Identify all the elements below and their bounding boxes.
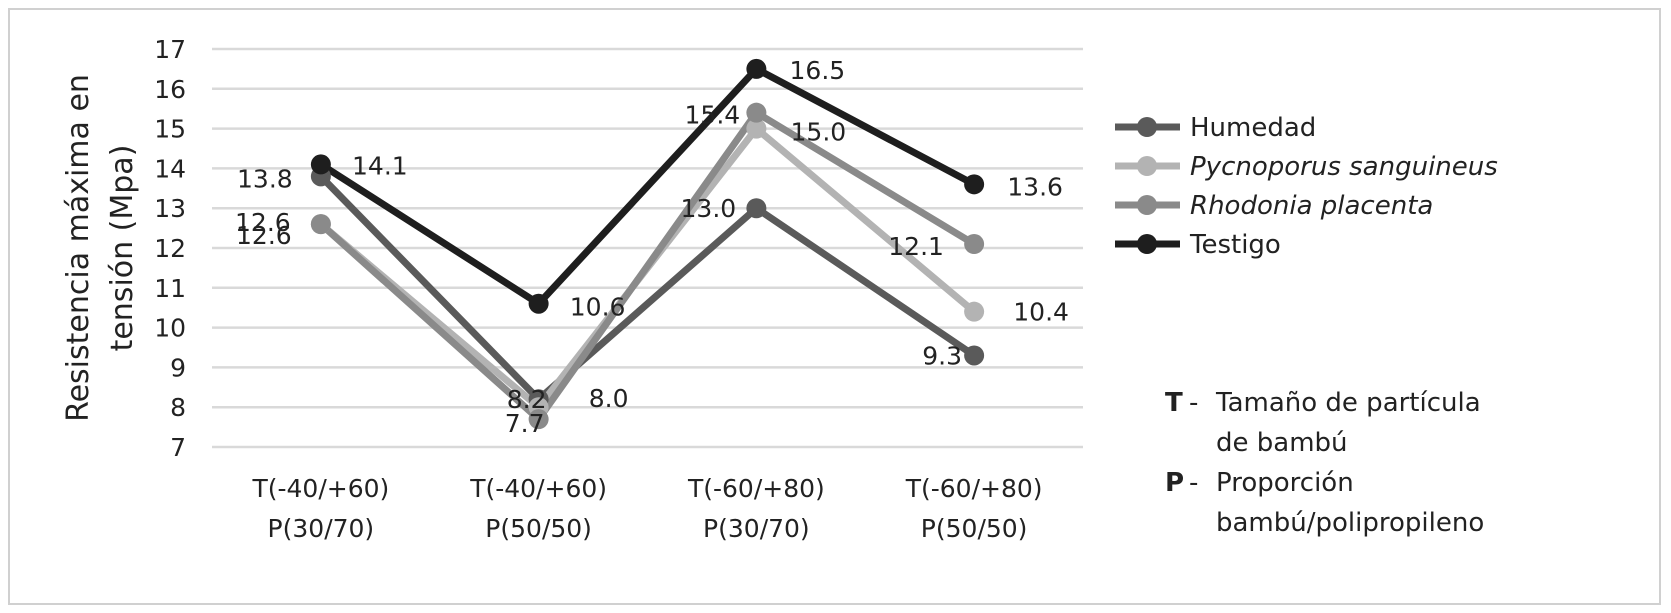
legend-marker xyxy=(1137,195,1157,215)
y-axis-label-line: Resistencia máxima en xyxy=(61,74,96,422)
note-key: T xyxy=(1165,388,1183,418)
x-tick-label: P(50/50) xyxy=(485,514,592,543)
note-text: Tamaño de partícula xyxy=(1215,388,1481,418)
legend-label: Rhodonia placenta xyxy=(1190,191,1433,221)
series-line xyxy=(317,65,978,308)
legend-marker xyxy=(1137,156,1157,176)
series-points xyxy=(310,58,985,430)
x-tick-label: T(-60/+80) xyxy=(905,474,1043,503)
data-point xyxy=(746,102,767,123)
note-text: Proporción xyxy=(1216,468,1354,498)
data-label: 7.7 xyxy=(505,409,545,438)
chart-frame xyxy=(8,8,1661,605)
data-point xyxy=(964,345,985,366)
data-label: 15.4 xyxy=(685,101,741,130)
series-lines xyxy=(317,65,978,423)
data-point xyxy=(964,174,985,195)
note-text: bambú/polipropileno xyxy=(1216,508,1484,538)
y-tick-label: 8 xyxy=(170,393,186,422)
data-label: 15.0 xyxy=(791,118,847,147)
data-point xyxy=(964,234,985,255)
data-label: 14.1 xyxy=(352,151,408,180)
y-tick-label: 14 xyxy=(154,154,186,183)
data-label: 9.3 xyxy=(922,341,962,370)
data-label: 8.0 xyxy=(589,384,629,413)
y-axis-label: Resistencia máxima en tensión (Mpa) xyxy=(61,74,140,422)
x-tick-label: P(50/50) xyxy=(921,514,1028,543)
x-tick-label: P(30/70) xyxy=(703,514,810,543)
note-separator: - xyxy=(1189,388,1198,418)
y-tick-label: 7 xyxy=(170,433,186,462)
y-axis-label-line: tensión (Mpa) xyxy=(105,145,140,352)
data-label: 16.5 xyxy=(790,56,846,85)
y-tick-label: 16 xyxy=(154,75,186,104)
data-label: 13.0 xyxy=(681,194,737,223)
y-tick-label: 11 xyxy=(154,274,186,303)
series-line xyxy=(317,109,978,423)
y-tick-label: 15 xyxy=(154,115,186,144)
x-tick-label: T(-40/+60) xyxy=(251,474,389,503)
data-point xyxy=(528,293,549,314)
data-label: 10.6 xyxy=(570,293,626,322)
data-label: 13.8 xyxy=(237,164,293,193)
data-point xyxy=(746,58,767,79)
data-point xyxy=(746,198,767,219)
legend-label: Testigo xyxy=(1189,230,1281,260)
data-label: 10.4 xyxy=(1013,298,1069,327)
data-point xyxy=(746,118,767,139)
data-label: 8.2 xyxy=(507,385,547,414)
legend: Humedad Pycnoporus sanguineus Rhodonia pla… xyxy=(1115,113,1498,260)
note-text: de bambú xyxy=(1216,428,1348,458)
legend-marker xyxy=(1137,117,1157,137)
note-key: P xyxy=(1165,468,1184,498)
data-point xyxy=(964,301,985,322)
legend-label: Humedad xyxy=(1190,113,1316,143)
data-point xyxy=(310,214,331,235)
y-tick-labels: 7 8 9 10 11 12 13 14 15 16 17 xyxy=(154,35,186,462)
x-tick-label: T(-40/+60) xyxy=(469,474,607,503)
y-tick-label: 13 xyxy=(154,194,186,223)
data-label: 12.6 xyxy=(236,221,292,250)
data-labels: 13.8 8.2 13.0 9.3 12.6 8.0 15.0 10.4 12.6 7.7 15.4… xyxy=(235,56,1069,438)
y-tick-label: 10 xyxy=(154,314,186,343)
data-label: 13.6 xyxy=(1007,172,1063,201)
x-tick-label: T(-60/+80) xyxy=(687,474,825,503)
y-tick-label: 9 xyxy=(170,353,186,382)
x-tick-label: P(30/70) xyxy=(268,514,375,543)
y-tick-label: 12 xyxy=(154,234,186,263)
legend-marker xyxy=(1137,234,1157,254)
series-line xyxy=(317,172,978,403)
data-point xyxy=(528,409,549,430)
data-point xyxy=(310,154,331,175)
note-separator: - xyxy=(1189,468,1198,498)
data-label: 12.1 xyxy=(888,232,944,261)
data-label: 12.6 xyxy=(235,208,291,237)
x-tick-labels: T(-40/+60) P(30/70) T(-40/+60) P(50/50) T(-6… xyxy=(251,474,1042,543)
y-tick-label: 17 xyxy=(154,35,186,64)
legend-label: Pycnoporus sanguineus xyxy=(1190,152,1498,182)
